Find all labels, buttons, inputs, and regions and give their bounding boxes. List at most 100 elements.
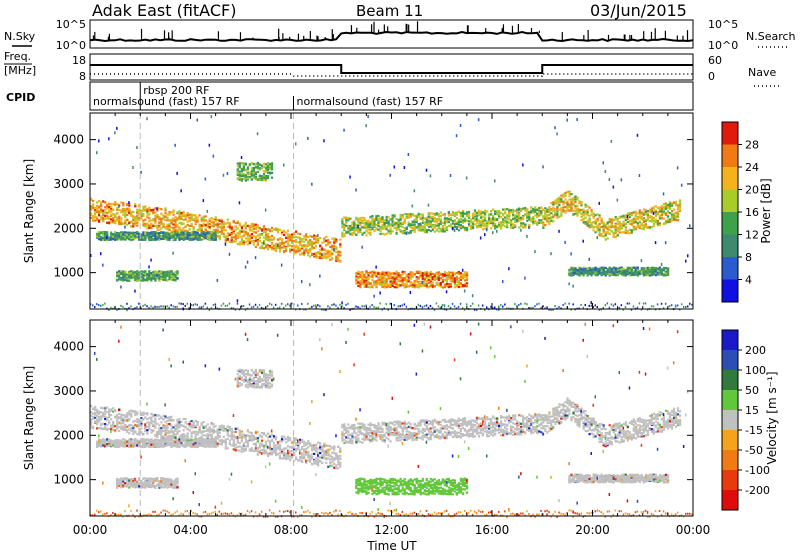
echo-cell xyxy=(96,209,99,212)
echo-cell xyxy=(560,212,563,215)
echo-cell xyxy=(409,231,412,234)
echo-cell xyxy=(421,225,424,228)
echo-cell xyxy=(168,237,171,240)
echo-cell xyxy=(389,274,392,277)
echo-cell xyxy=(409,224,412,227)
echo-cell xyxy=(437,274,440,277)
echo-cell xyxy=(280,263,283,267)
echo-cell xyxy=(556,212,559,216)
echo-cell xyxy=(409,280,412,283)
echo-cell xyxy=(174,226,177,229)
echo-cell xyxy=(463,218,467,221)
echo-cell xyxy=(246,237,249,240)
echo-cell xyxy=(548,209,551,212)
echo-cell xyxy=(447,220,450,223)
echo-cell xyxy=(176,217,179,220)
echo-cell xyxy=(188,233,191,237)
echo-cell xyxy=(548,206,551,210)
echo-cell xyxy=(419,226,422,229)
echo-cell xyxy=(490,210,493,213)
echo-cell xyxy=(134,289,136,293)
echo-cell xyxy=(437,271,440,274)
echo-cell xyxy=(403,227,406,230)
echo-cell xyxy=(174,216,177,219)
echo-cell xyxy=(140,213,143,216)
echo-cell xyxy=(220,231,223,234)
echo-cell xyxy=(345,224,348,227)
echo-cell xyxy=(359,221,362,224)
echo-cell xyxy=(502,224,505,227)
echo-cell xyxy=(353,221,356,225)
echo-cell xyxy=(190,213,193,216)
echo-cell xyxy=(124,272,127,276)
echo-cell xyxy=(349,227,352,230)
echo-cell xyxy=(236,235,239,238)
echo-cell xyxy=(560,209,563,212)
echo-cell xyxy=(502,218,505,221)
echo-cell xyxy=(544,217,547,220)
echo-cell xyxy=(160,278,163,281)
echo-cell xyxy=(283,250,286,254)
echo-cell xyxy=(176,219,179,222)
echo-cell xyxy=(305,233,308,236)
noise-tick-bottom-right: 10^0 xyxy=(708,39,738,52)
cpid-label-text: rbsp 200 RF xyxy=(143,84,209,97)
echo-cell xyxy=(453,286,456,289)
echo-cell xyxy=(580,273,583,276)
echo-cell xyxy=(572,272,575,275)
echo-cell xyxy=(208,143,211,147)
echo-cell xyxy=(266,166,270,169)
noise-sky-line xyxy=(89,30,694,43)
echo-cell xyxy=(313,254,316,257)
echo-cell xyxy=(224,229,227,232)
echo-cell xyxy=(319,248,322,251)
echo-cell xyxy=(158,275,161,278)
echo-cell xyxy=(140,210,143,213)
echo-cell xyxy=(200,216,203,220)
echo-cell xyxy=(204,233,207,236)
echo-cell xyxy=(333,248,335,252)
echo-cell xyxy=(291,233,294,236)
echo-cell xyxy=(477,222,481,225)
echo-cell xyxy=(451,222,454,225)
echo-cell xyxy=(303,244,306,247)
echo-cell xyxy=(401,273,404,276)
echo-cell xyxy=(222,224,225,227)
echo-cell xyxy=(132,236,135,239)
echo-cell xyxy=(158,218,161,221)
echo-cell xyxy=(395,272,398,275)
echo-cell xyxy=(572,268,575,271)
echo-cell xyxy=(136,224,139,227)
echo-cell xyxy=(116,212,119,215)
echo-cell xyxy=(379,302,381,305)
echo-cell xyxy=(214,217,217,220)
echo-cell xyxy=(216,235,219,238)
echo-cell xyxy=(130,273,133,276)
echo-cell xyxy=(608,306,611,309)
echo-cell xyxy=(479,210,483,213)
echo-cell xyxy=(516,214,519,217)
echo-cell xyxy=(610,218,613,221)
echo-cell xyxy=(443,214,446,217)
echo-cell xyxy=(242,305,245,307)
echo-cell xyxy=(138,276,141,279)
echo-cell xyxy=(614,235,617,239)
echo-cell xyxy=(504,208,507,211)
echo-cell xyxy=(397,225,400,228)
echo-cell xyxy=(481,215,485,218)
echo-cell xyxy=(124,208,127,211)
echo-cell xyxy=(431,219,434,222)
echo-cell xyxy=(578,208,581,211)
echo-cell xyxy=(590,221,593,225)
echo-cell xyxy=(194,214,197,217)
echo-cell xyxy=(580,212,583,215)
echo-cell xyxy=(369,286,372,289)
echo-cell xyxy=(425,229,428,232)
echo-cell xyxy=(152,238,155,241)
echo-cell xyxy=(124,225,126,229)
echo-cell xyxy=(134,279,137,282)
echo-cell xyxy=(138,273,141,276)
echo-cell xyxy=(148,224,151,227)
echo-cell xyxy=(538,221,541,224)
echo-cell xyxy=(371,217,374,220)
